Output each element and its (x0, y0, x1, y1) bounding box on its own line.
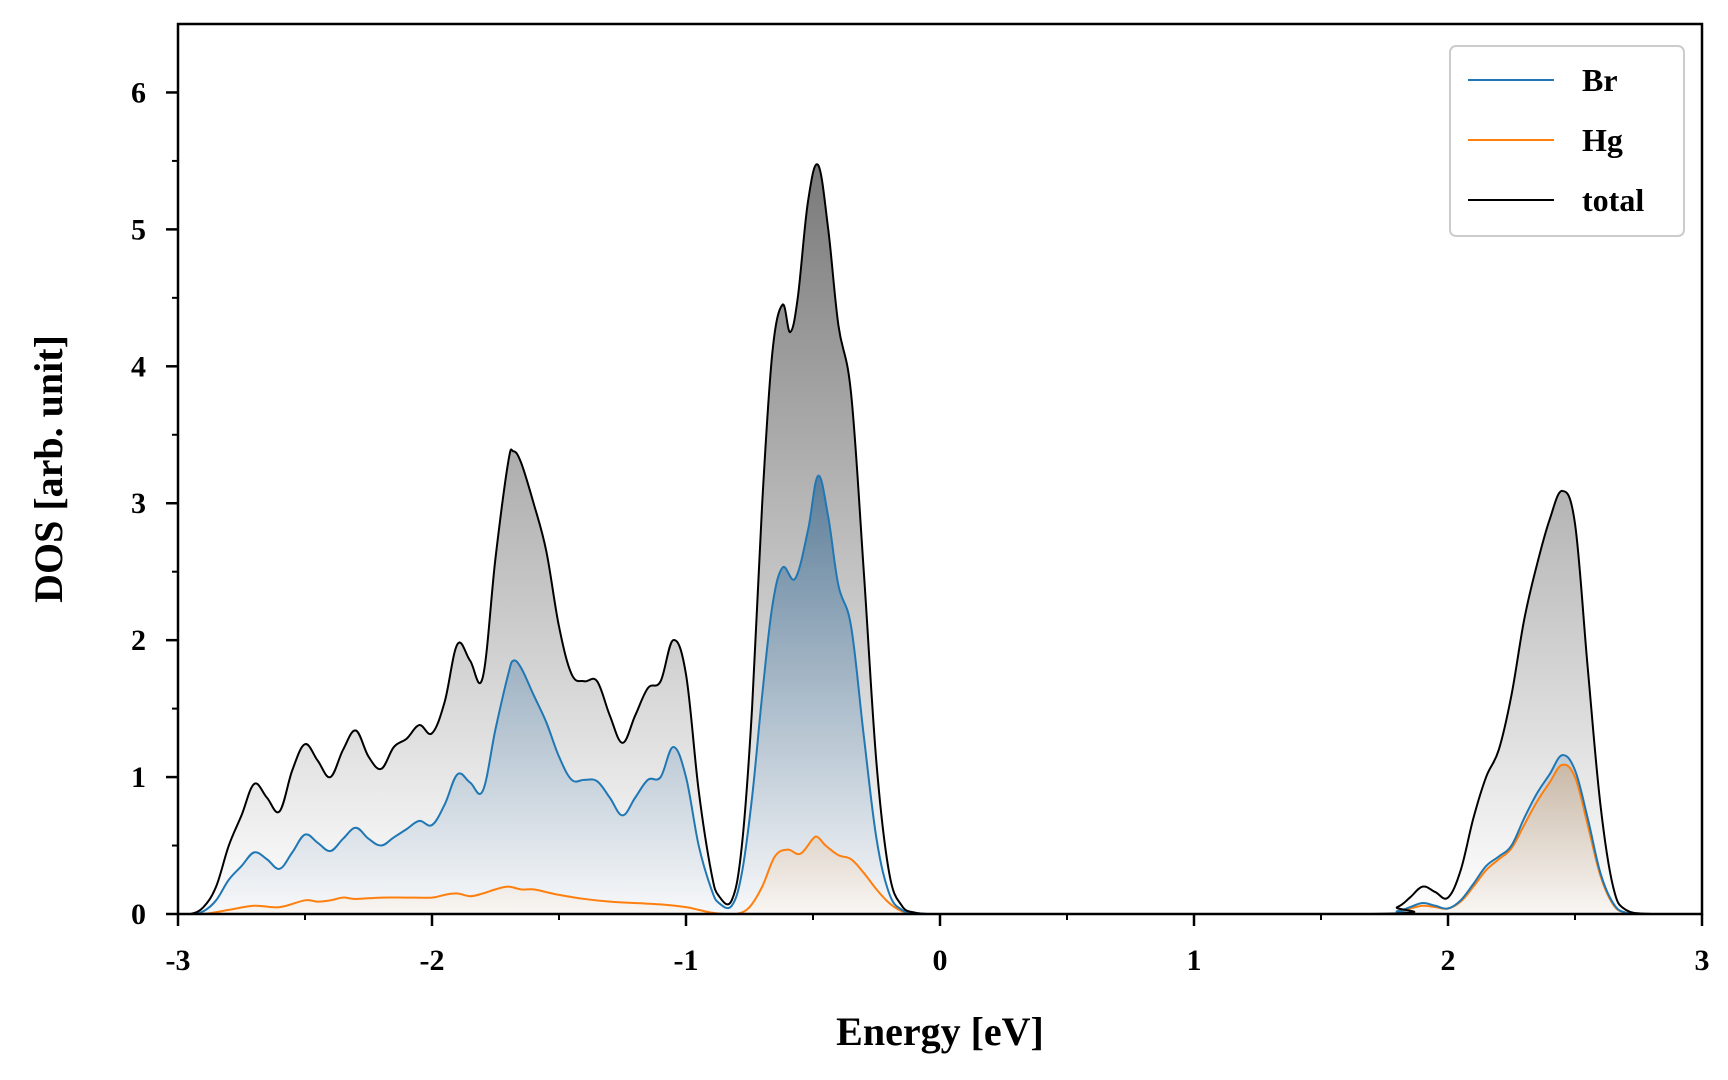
x-axis-label: Energy [eV] (836, 1009, 1044, 1054)
area-total (178, 164, 1702, 914)
legend-label-hg: Hg (1582, 122, 1623, 158)
line-br (177, 474, 1702, 916)
y-tick-label: 3 (131, 487, 146, 520)
x-axis: -3 -2 -1 0 1 2 3 (166, 914, 1710, 977)
y-tick-label: 4 (131, 350, 146, 383)
x-tick-label: -3 (166, 944, 191, 977)
y-tick-label: 0 (131, 898, 146, 931)
y-tick-label: 5 (131, 213, 146, 246)
area-hg (178, 764, 1702, 914)
y-tick-label: 2 (131, 624, 146, 657)
y-axis: 0 1 2 3 4 5 6 (131, 76, 178, 931)
series-layer (177, 163, 1702, 916)
line-hg (177, 763, 1702, 916)
x-tick-label: -2 (420, 944, 445, 977)
legend-label-total: total (1582, 182, 1644, 218)
area-br (178, 475, 1702, 914)
x-tick-label: -1 (674, 944, 699, 977)
x-tick-label: 1 (1187, 944, 1202, 977)
y-tick-label: 6 (131, 76, 146, 109)
x-tick-label: 2 (1441, 944, 1456, 977)
x-tick-label: 0 (933, 944, 948, 977)
line-total (177, 163, 1702, 916)
legend-box (1449, 45, 1685, 237)
legend-label-br: Br (1582, 62, 1618, 98)
y-tick-label: 1 (131, 761, 146, 794)
y-axis-label: DOS [arb. unit] (26, 335, 71, 603)
legend: Br Hg total (1449, 45, 1685, 237)
x-tick-label: 3 (1695, 944, 1710, 977)
